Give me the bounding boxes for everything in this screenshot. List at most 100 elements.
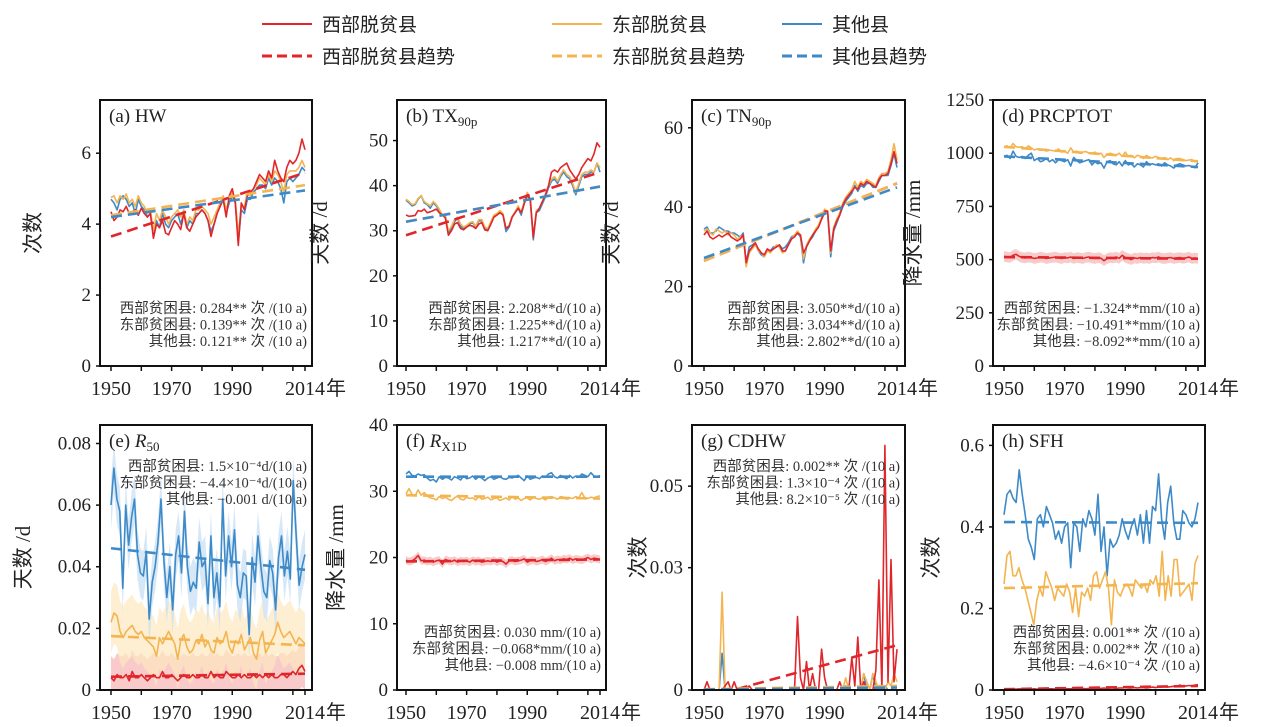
- y-tick-label: 0: [975, 680, 985, 701]
- x-tick-label: 1990: [1105, 702, 1145, 724]
- series-line-other: [704, 652, 897, 690]
- panel-title-subscript: 90p: [752, 114, 772, 129]
- trend-line-other: [110, 546, 306, 572]
- y-tick-label: 0.02: [58, 618, 91, 639]
- legend-item-west-trend: 西部脱贫县趋势: [262, 42, 455, 69]
- series-line-other: [110, 467, 306, 636]
- plot-area-g: [703, 444, 898, 690]
- series-line-west: [405, 142, 601, 239]
- panel-title-italic: R: [134, 431, 147, 452]
- trend-annotation: 其他县: 2.802**d/(10 a): [756, 333, 900, 350]
- trend-line-west: [110, 171, 306, 238]
- y-tick-label: 0: [82, 356, 92, 377]
- y-tick-label: 0.04: [58, 557, 92, 578]
- trend-line-west: [405, 170, 601, 237]
- series-line-other: [405, 162, 601, 241]
- y-tick-label: 4: [82, 214, 92, 235]
- x-tick-label: 2014: [580, 702, 620, 724]
- y-tick-label: 10: [369, 614, 388, 635]
- x-axis-label: 年: [621, 701, 641, 724]
- x-tick-label: 1950: [386, 702, 426, 724]
- trend-annotation: 其他县: 8.2×10⁻⁵ 次 /(10 a): [735, 491, 900, 508]
- y-tick-label: 6: [82, 143, 92, 164]
- trend-annotation: 西部贫困县: 1.5×10⁻⁴d/(10 a): [128, 458, 307, 475]
- x-axis-label: 年: [1219, 701, 1239, 724]
- y-tick-label: 60: [664, 118, 683, 139]
- trend-annotation: 其他县: −0.008 mm/(10 a): [445, 657, 602, 674]
- trend-line-other: [110, 189, 306, 219]
- y-tick-label: 0: [674, 680, 684, 701]
- plot-area-b: [405, 142, 601, 241]
- plot-area-c: [703, 142, 898, 268]
- trend-annotation: 西部贫困县: 3.050**d/(10 a): [727, 300, 900, 317]
- x-tick-label: 1970: [1045, 702, 1085, 724]
- panel-frame: [992, 424, 1206, 691]
- y-tick-label: 20: [369, 266, 388, 287]
- trend-annotation: 西部贫困县: 0.030 mm/(10 a): [424, 624, 601, 641]
- series-line-east: [703, 142, 898, 268]
- series-line-east: [1003, 550, 1199, 626]
- legend-item-east-trend: 东部脱贫县趋势: [552, 42, 745, 69]
- x-tick-label: 1970: [152, 702, 192, 724]
- series-line-west: [703, 444, 898, 690]
- y-tick-label: 0.4: [960, 517, 984, 538]
- trend-line-west: [1003, 684, 1199, 690]
- x-tick-label: 1970: [1045, 378, 1085, 400]
- trend-line-east: [110, 634, 306, 647]
- trend-line-east: [1003, 581, 1199, 590]
- y-tick-label: 0.6: [960, 435, 984, 456]
- x-tick-label: 2014: [1178, 702, 1218, 724]
- trend-annotation: 其他县: −4.6×10⁻⁴ 次 /(10 a): [1027, 657, 1200, 674]
- series-line-east: [110, 159, 306, 236]
- panel-title-main: (e): [109, 431, 135, 452]
- y-tick-label: 0.05: [650, 476, 683, 497]
- x-axis-label: 年: [621, 377, 641, 400]
- x-tick-label: 1970: [744, 702, 784, 724]
- panel-title-main: (g) CDHW: [701, 431, 786, 452]
- trend-line-east: [1003, 145, 1199, 163]
- y-axis-label: 降水量 /mm: [901, 180, 925, 287]
- legend-swatch-other-dashed: [782, 54, 822, 57]
- y-axis-label: 天数 /d: [308, 201, 332, 265]
- y-tick-label: 30: [369, 481, 388, 502]
- trend-line-east: [110, 183, 306, 217]
- panel-title-main: (f): [406, 431, 430, 452]
- x-tick-label: 1970: [447, 378, 487, 400]
- y-axis-label: 次数: [919, 537, 943, 579]
- panel-title-italic: R: [429, 431, 442, 452]
- x-axis-label: 年: [918, 701, 938, 724]
- trend-annotation: 西部贫困县: 2.208**d/(10 a): [428, 300, 601, 317]
- series-line-other: [1003, 469, 1199, 577]
- panel-frame: [99, 99, 313, 367]
- trend-line-west: [1003, 255, 1199, 261]
- x-tick-label: 1950: [984, 702, 1024, 724]
- trend-line-east: [703, 684, 898, 690]
- figure-legend: 西部脱贫县 东部脱贫县 其他县 西部脱贫县趋势 东部脱贫县趋势 其他县趋势: [0, 0, 1270, 75]
- legend-label: 其他县趋势: [832, 47, 928, 68]
- x-tick-label: 2014: [877, 378, 917, 400]
- panel-title: (b) TX90p: [406, 106, 477, 129]
- panel-title: (e) R50: [109, 431, 159, 454]
- panel-title-subscript: 90p: [458, 114, 478, 129]
- series-line-west: [703, 150, 898, 264]
- panel-title-main: (b) TX: [406, 106, 458, 127]
- x-tick-label: 1950: [91, 378, 131, 400]
- series-line-east: [110, 612, 306, 660]
- y-tick-label: 40: [369, 415, 388, 436]
- panel-title-subscript: 50: [146, 439, 159, 454]
- legend-swatch-east-dashed: [552, 54, 602, 57]
- y-tick-label: 0.03: [650, 558, 683, 579]
- x-tick-label: 2014: [285, 702, 325, 724]
- x-tick-label: 1950: [91, 702, 131, 724]
- y-axis-label: 次数: [21, 212, 45, 254]
- trend-annotation: 西部贫困县: 0.002** 次 /(10 a): [713, 458, 900, 475]
- x-tick-label: 1990: [507, 378, 547, 400]
- y-tick-label: 40: [369, 176, 388, 197]
- legend-label: 西部脱贫县趋势: [322, 47, 456, 68]
- y-tick-label: 250: [956, 303, 985, 324]
- series-line-east: [405, 487, 601, 502]
- y-tick-label: 500: [956, 250, 985, 271]
